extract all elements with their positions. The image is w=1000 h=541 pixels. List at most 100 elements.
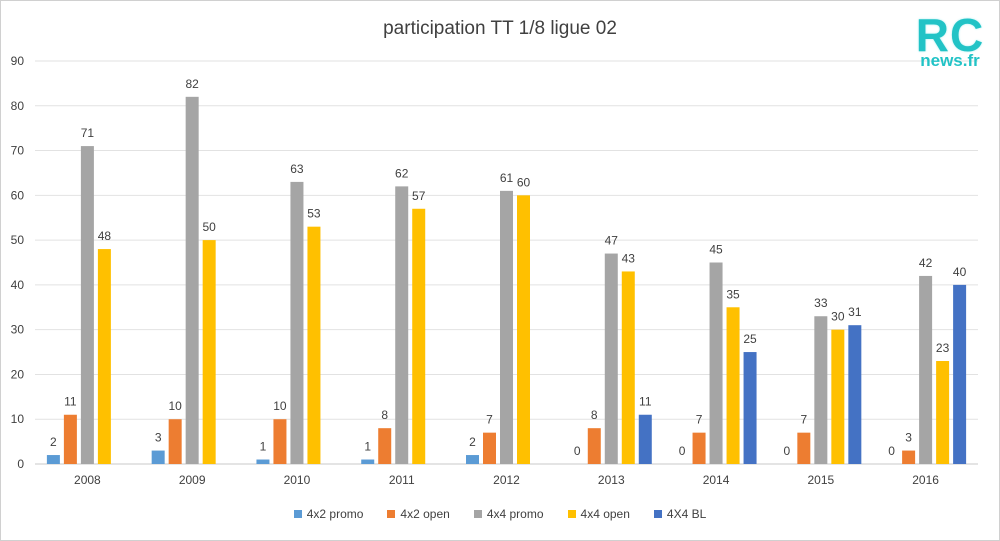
bar	[638, 414, 652, 464]
chart-title: participation TT 1/8 ligue 02	[383, 18, 617, 39]
x-tick-label: 2012	[493, 473, 520, 487]
legend-label: 4X4 BL	[666, 507, 707, 521]
bar	[726, 307, 740, 464]
bar	[290, 181, 304, 464]
y-tick-label: 90	[11, 54, 25, 68]
legend-swatch	[567, 510, 576, 518]
bar	[202, 240, 216, 464]
bar	[395, 186, 409, 464]
data-label: 3	[905, 431, 912, 445]
data-label: 35	[726, 287, 740, 301]
bar	[902, 450, 916, 464]
y-tick-label: 30	[11, 323, 25, 337]
bar	[97, 249, 111, 464]
data-label: 7	[486, 413, 493, 427]
data-label: 11	[639, 395, 652, 409]
legend-swatch	[653, 510, 662, 518]
data-label: 50	[202, 220, 216, 234]
data-label: 48	[98, 229, 112, 243]
y-tick-label: 20	[11, 367, 25, 381]
bar	[831, 329, 845, 464]
data-label: 0	[783, 444, 790, 458]
data-label: 1	[364, 440, 371, 454]
x-tick-label: 2013	[598, 473, 625, 487]
bar	[743, 352, 757, 464]
bar	[797, 432, 811, 464]
bar	[185, 96, 199, 465]
bar	[46, 455, 60, 464]
x-tick-label: 2011	[389, 473, 415, 487]
data-label: 53	[307, 207, 321, 221]
legend-swatch	[387, 510, 396, 518]
bar	[953, 284, 967, 464]
bar	[483, 432, 496, 464]
logo-rc: RC	[915, 9, 985, 61]
legend-item: 4x2 promo	[293, 507, 363, 521]
legend-item: 4x2 open	[387, 507, 450, 521]
bar	[709, 262, 723, 464]
data-label: 71	[81, 126, 95, 140]
bar	[307, 226, 321, 464]
legend-label: 4x4 open	[580, 507, 630, 521]
bar	[168, 419, 182, 464]
data-label: 0	[679, 444, 686, 458]
legend-label: 4x2 open	[400, 507, 450, 521]
data-label: 45	[709, 243, 723, 257]
y-tick-label: 0	[17, 457, 24, 471]
y-tick-label: 60	[11, 188, 25, 202]
bar	[63, 414, 77, 464]
data-label: 60	[517, 175, 531, 189]
data-label: 43	[622, 251, 636, 265]
bar	[80, 146, 94, 465]
data-label: 2	[469, 435, 476, 449]
x-axis-ticks: 2008 2009 2010 2011 2012 2013 2014 2015 2016	[74, 473, 939, 487]
data-label: 57	[412, 189, 426, 203]
data-label: 10	[273, 399, 287, 413]
data-label: 33	[814, 296, 828, 310]
data-label: 25	[743, 332, 757, 346]
y-tick-label: 80	[11, 99, 25, 113]
bar	[848, 325, 862, 464]
x-tick-label: 2014	[703, 473, 730, 487]
data-label: 31	[848, 305, 862, 319]
y-tick-label: 40	[11, 278, 25, 292]
data-label: 7	[696, 413, 703, 427]
x-tick-label: 2016	[912, 473, 939, 487]
legend: 4x2 promo 4x2 open 4x4 promo 4x4 open 4X4 BL	[0, 507, 1000, 521]
legend-item: 4X4 BL	[653, 507, 707, 521]
bar	[814, 316, 828, 464]
bar	[919, 275, 933, 464]
rc-news-logo: RC news.fr	[912, 9, 988, 71]
bar	[412, 208, 426, 464]
bar	[466, 455, 479, 464]
data-label: 8	[381, 408, 388, 422]
x-tick-label: 2009	[179, 473, 206, 487]
data-label: 8	[591, 408, 598, 422]
x-tick-label: 2015	[807, 473, 834, 487]
data-label: 42	[919, 256, 933, 270]
x-tick-label: 2010	[284, 473, 311, 487]
legend-swatch	[473, 510, 482, 518]
bar	[273, 419, 287, 464]
y-tick-label: 10	[11, 412, 25, 426]
legend-label: 4x4 promo	[486, 507, 544, 521]
data-label: 1	[260, 440, 267, 454]
bar	[517, 195, 530, 465]
data-label: 2	[50, 435, 57, 449]
legend-item: 4x4 promo	[473, 507, 544, 521]
bar	[151, 450, 165, 464]
bar	[587, 428, 601, 464]
data-label: 10	[168, 399, 182, 413]
bar	[621, 271, 635, 464]
data-label: 11	[64, 395, 77, 409]
y-tick-label: 50	[11, 233, 25, 247]
data-label: 0	[888, 444, 895, 458]
bar	[604, 253, 618, 464]
bar	[256, 459, 270, 464]
bar	[378, 428, 392, 464]
y-tick-label: 70	[11, 144, 25, 158]
y-axis-ticks: 0 10 20 30 40 50 60 70 80 90	[11, 54, 25, 471]
bar	[500, 190, 513, 464]
x-tick-label: 2008	[74, 473, 101, 487]
